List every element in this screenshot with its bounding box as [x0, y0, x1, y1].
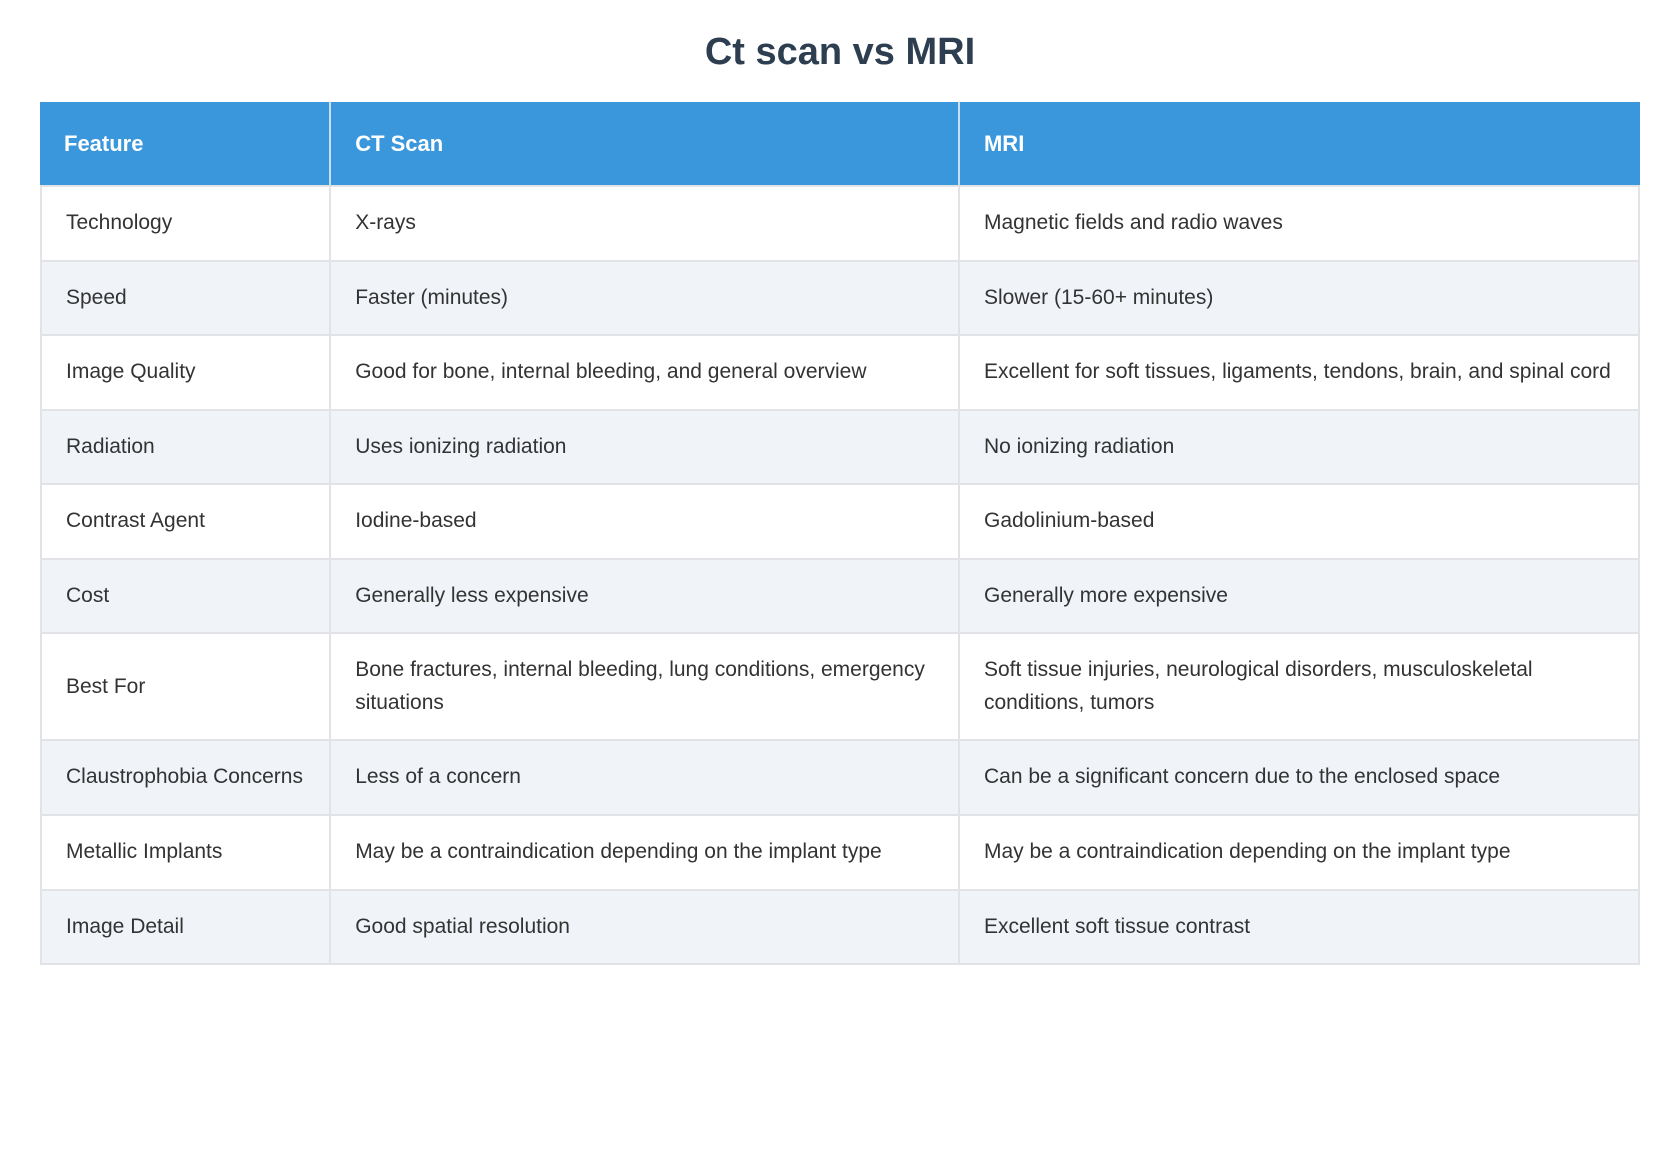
feature-cell: Image Quality	[40, 336, 332, 411]
table-header: Feature CT Scan MRI	[40, 101, 1640, 188]
table-body: Technology X-rays Magnetic fields and radi…	[40, 187, 1640, 966]
ct-scan-cell: Faster (minutes)	[331, 261, 960, 337]
mri-cell: Magnetic fields and radio waves	[959, 187, 1640, 262]
page-title: Ct scan vs MRI	[704, 31, 976, 73]
table-row: Cost Generally less expensive Generally mo…	[40, 559, 1640, 635]
feature-cell: Metallic Implants	[40, 816, 332, 891]
table-row: Contrast Agent Iodine-based Gadolinium-bas…	[40, 485, 1640, 560]
feature-cell: Claustrophobia Concerns	[40, 741, 332, 817]
table-row: Technology X-rays Magnetic fields and radi…	[40, 187, 1640, 262]
mri-cell: May be a contraindication depending on t…	[959, 816, 1640, 891]
column-header-ct-scan: CT Scan	[331, 101, 960, 188]
table-row: Best For Bone fractures, internal bleedin…	[40, 634, 1640, 742]
mri-cell: No ionizing radiation	[959, 410, 1640, 486]
mri-cell: Generally more expensive	[959, 559, 1640, 635]
mri-cell: Slower (15-60+ minutes)	[959, 261, 1640, 337]
mri-cell: Gadolinium-based	[959, 485, 1640, 560]
column-header-mri: MRI	[959, 101, 1640, 188]
mri-cell: Soft tissue injuries, neurological disor…	[959, 634, 1640, 742]
header-row: Feature CT Scan MRI	[40, 101, 1640, 188]
ct-scan-cell: May be a contraindication depending on t…	[331, 816, 960, 891]
feature-cell: Cost	[40, 559, 332, 635]
column-header-feature: Feature	[40, 101, 332, 188]
ct-scan-cell: X-rays	[331, 187, 960, 262]
table-row: Claustrophobia Concerns Less of a concern…	[40, 741, 1640, 817]
ct-scan-cell: Bone fractures, internal bleeding, lung …	[331, 634, 960, 742]
table-row: Metallic Implants May be a contraindicati…	[40, 816, 1640, 891]
ct-scan-cell: Good for bone, internal bleeding, and ge…	[331, 336, 960, 411]
ct-scan-cell: Less of a concern	[331, 741, 960, 817]
ct-scan-cell: Generally less expensive	[331, 559, 960, 635]
table-row: Image Quality Good for bone, internal ble…	[40, 336, 1640, 411]
feature-cell: Contrast Agent	[40, 485, 332, 560]
feature-cell: Speed	[40, 261, 332, 337]
feature-cell: Technology	[40, 187, 332, 262]
mri-cell: Excellent for soft tissues, ligaments, t…	[959, 336, 1640, 411]
table-row: Radiation Uses ionizing radiation No ioniz…	[40, 410, 1640, 486]
mri-cell: Can be a significant concern due to the …	[959, 741, 1640, 817]
table-row: Image Detail Good spatial resolution Excel…	[40, 890, 1640, 966]
ct-scan-cell: Uses ionizing radiation	[331, 410, 960, 486]
feature-cell: Radiation	[40, 410, 332, 486]
mri-cell: Excellent soft tissue contrast	[959, 890, 1640, 966]
ct-scan-cell: Iodine-based	[331, 485, 960, 560]
ct-scan-cell: Good spatial resolution	[331, 890, 960, 966]
feature-cell: Best For	[40, 634, 332, 742]
table-row: Speed Faster (minutes) Slower (15-60+ minu…	[40, 261, 1640, 337]
feature-cell: Image Detail	[40, 890, 332, 966]
comparison-table: Feature CT Scan MRI Technology X-rays Magn…	[40, 101, 1640, 966]
